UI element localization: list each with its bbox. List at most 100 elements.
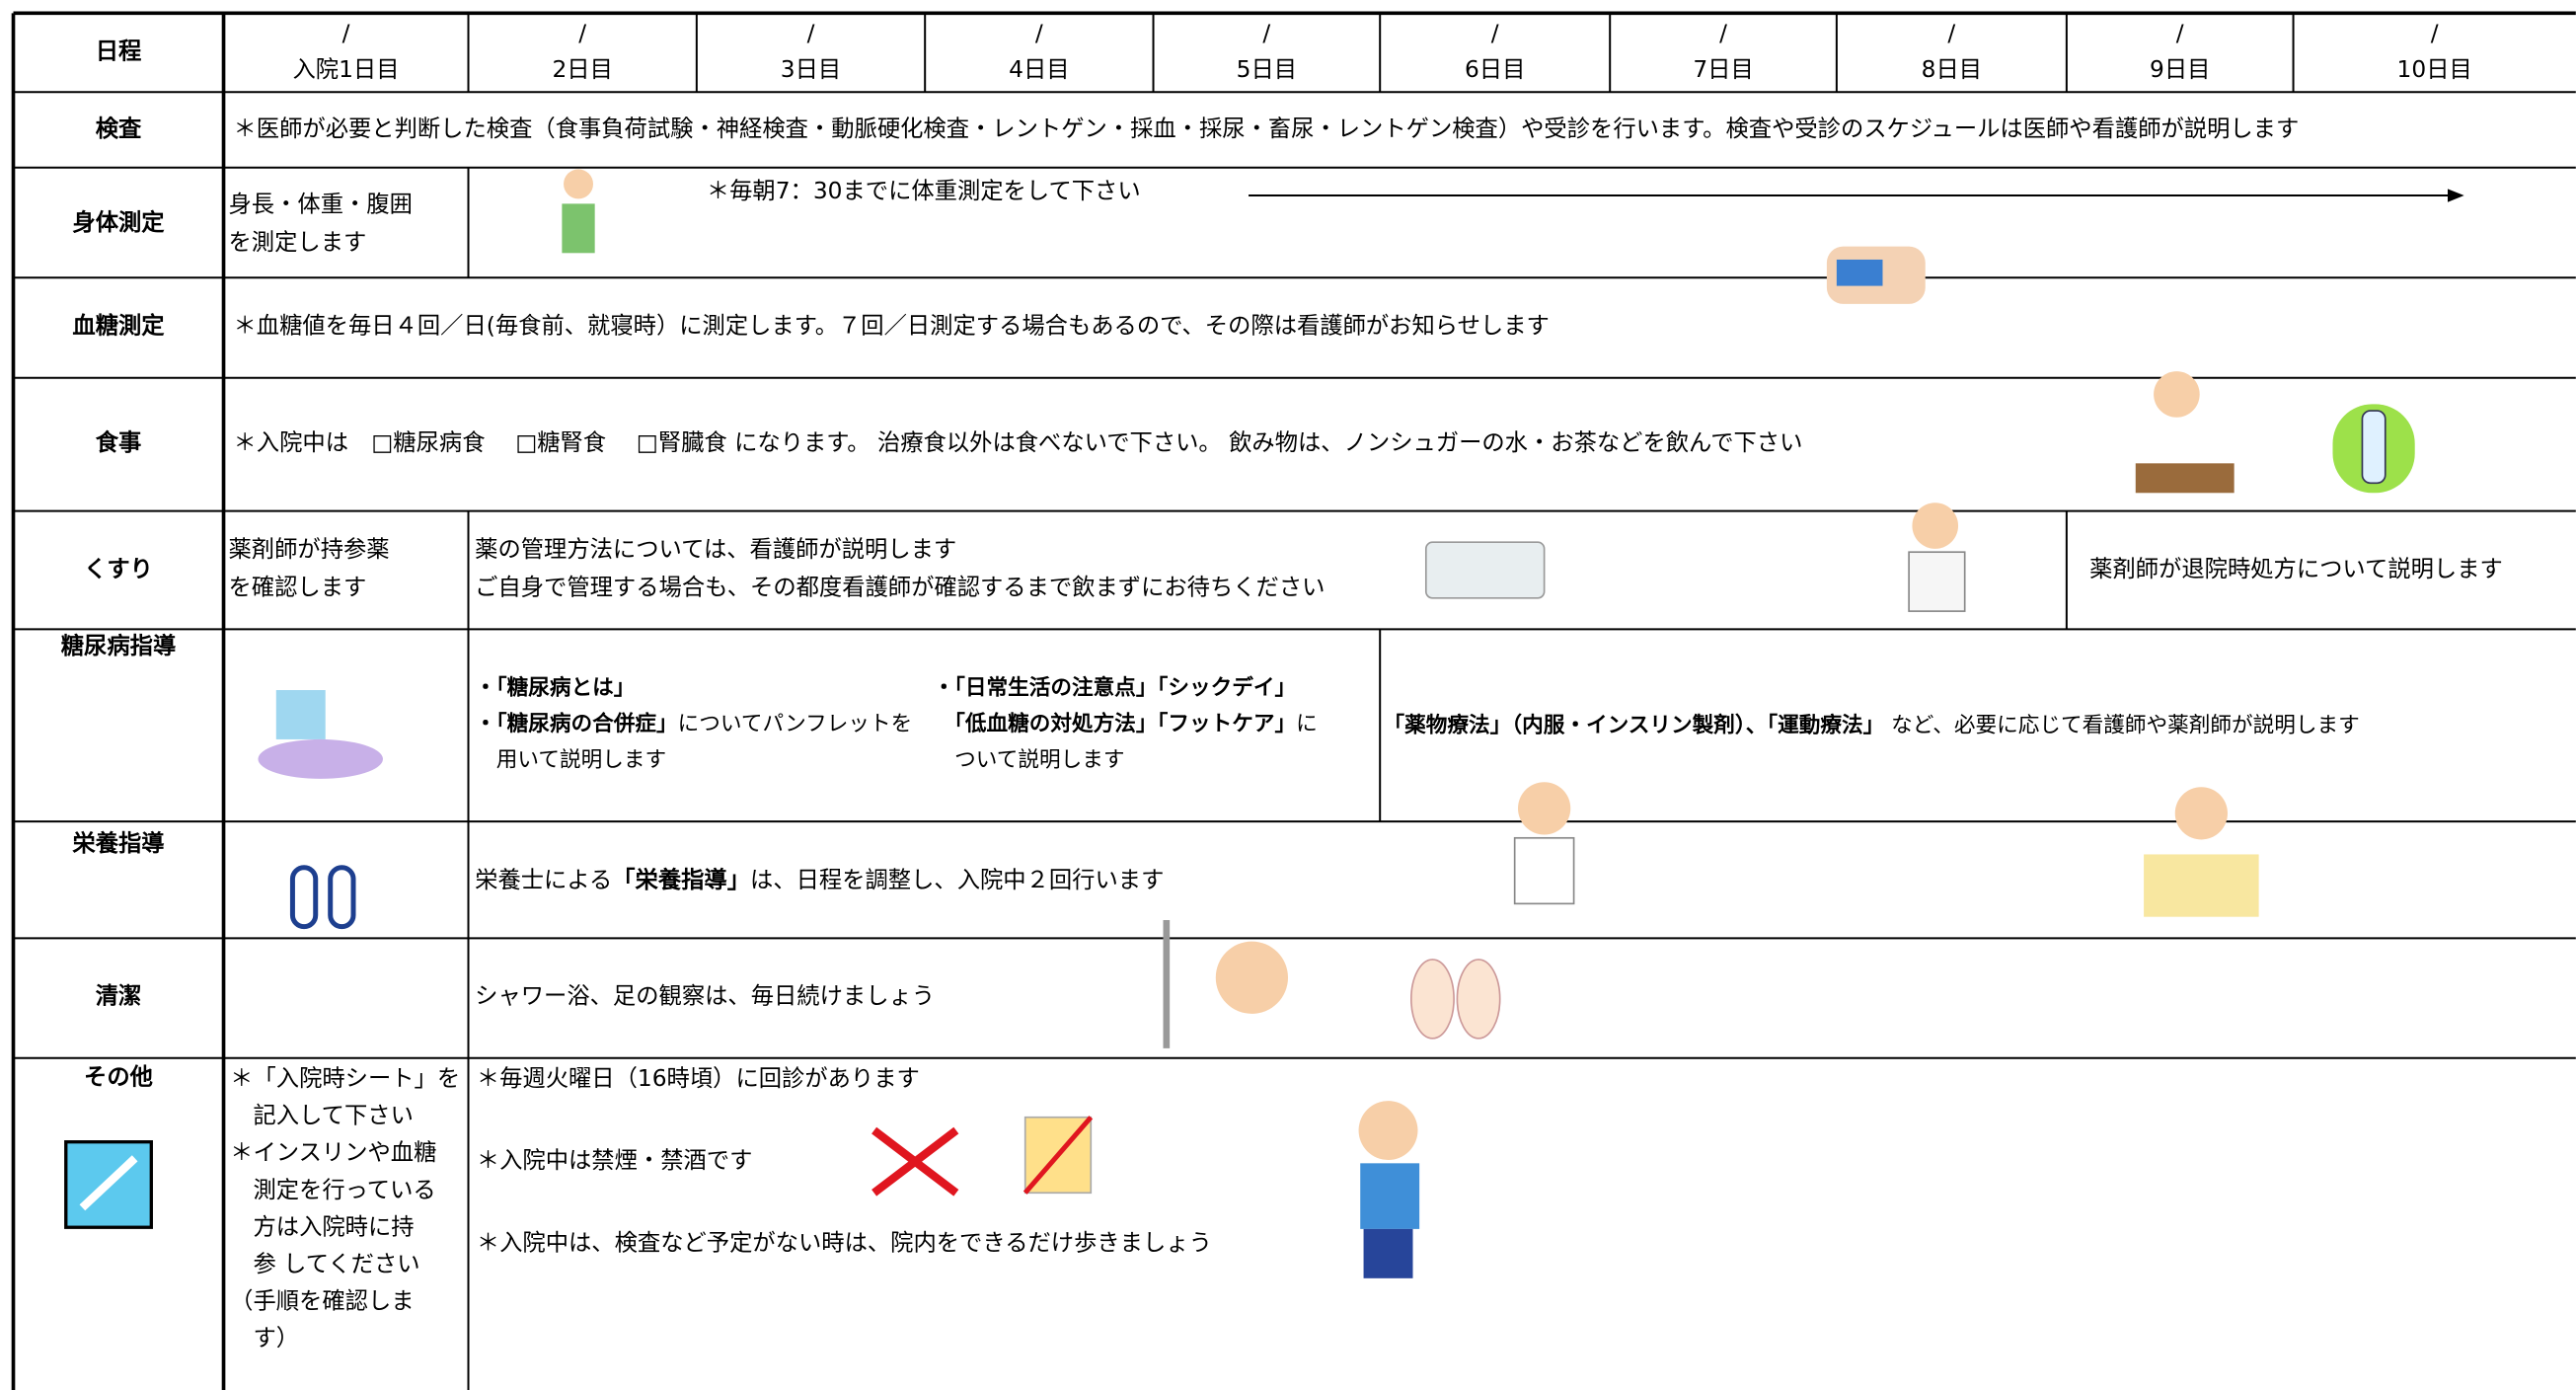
row-label: 血糖測定 bbox=[72, 312, 165, 340]
illustration bbox=[289, 865, 319, 930]
illustration bbox=[275, 690, 326, 739]
cell-text: 参 してください bbox=[230, 1251, 419, 1277]
day-label: 6日目 bbox=[1465, 56, 1525, 83]
text: 用いて説明します bbox=[475, 748, 666, 773]
illustration bbox=[1513, 836, 1575, 905]
illustration bbox=[1360, 1163, 1420, 1229]
day-date: / bbox=[1719, 20, 1727, 46]
illustration bbox=[1912, 502, 1959, 549]
cell-text: 「低血糖の対処方法」「フットケア」に bbox=[934, 711, 1318, 736]
illustration bbox=[1363, 1228, 1413, 1278]
illustration bbox=[1518, 782, 1571, 835]
illustration bbox=[258, 738, 383, 779]
text: 栄養士による bbox=[475, 867, 612, 893]
cell-text: す） bbox=[230, 1325, 299, 1351]
day-date: / bbox=[2176, 20, 2184, 46]
day-date: / bbox=[2431, 20, 2439, 46]
text: に bbox=[1296, 712, 1318, 736]
header: 日程 / 入院1日目 / 2日目 / 3日目 / 4日目 / 5日目 / 6日目 / 7日目 / 8日目 / 9日… bbox=[96, 20, 2472, 83]
day-label: 9日目 bbox=[2150, 56, 2210, 83]
day-label: 8日目 bbox=[1922, 56, 1982, 83]
illustration bbox=[2135, 463, 2235, 494]
cell-text: （手順を確認しま bbox=[230, 1288, 414, 1315]
illustration bbox=[564, 169, 593, 199]
illustration bbox=[79, 1155, 138, 1211]
cell-text: シャワー浴、足の観察は、毎日続けましょう bbox=[475, 983, 935, 1010]
text: は、日程を調整し、入院中２回行います bbox=[750, 867, 1164, 893]
illustration bbox=[1908, 551, 1966, 612]
bold-text: 「低血糖の対処方法」「フットケア」 bbox=[934, 711, 1297, 736]
day-label: 3日目 bbox=[781, 56, 841, 83]
cell-text: ＊入院中は □糖尿病食 □糖腎食 □腎臓食 になります。 治療食以外は食べないで… bbox=[234, 429, 1803, 456]
day-date: / bbox=[1947, 20, 1955, 46]
cell-text: ＊医師が必要と判断した検査（食事負荷試験・神経検査・動脈硬化検査・レントゲン・採… bbox=[234, 116, 2300, 142]
cell-text: ついて説明します bbox=[934, 748, 1125, 773]
illustration bbox=[328, 865, 356, 930]
bold-text: ・「糖尿病とは」 bbox=[475, 674, 635, 700]
cell-text: 用いて説明します bbox=[475, 748, 666, 773]
day-date: / bbox=[578, 20, 586, 46]
text: など、必要に応じて看護師や薬剤師が説明します bbox=[1884, 714, 2360, 738]
other-text: ＊「入院時シート」を 記入して下さい ＊インスリンや血糖 測定を行っている 方は入… bbox=[230, 1065, 1212, 1351]
bold-text: ・「日常生活の注意点」「シックデイ」 bbox=[934, 674, 1297, 700]
row-label: 身体測定 bbox=[72, 208, 165, 236]
row-label: 食事 bbox=[96, 428, 142, 456]
day-label: 2日目 bbox=[552, 56, 612, 83]
illustration bbox=[1023, 1116, 1094, 1195]
cell-text: 「薬物療法」（内服・インスリン製剤）、「運動療法」 など、必要に応じて看護師や薬… bbox=[1384, 713, 2360, 738]
cell-text: ＊血糖値を毎日４回／日(毎食前、就寝時）に測定します。７回／日測定する場合もある… bbox=[234, 313, 1550, 340]
cell-text: 栄養士による「栄養指導」は、日程を調整し、入院中２回行います bbox=[475, 866, 1164, 893]
day-date: / bbox=[342, 20, 350, 46]
cell-text: 薬剤師が持参薬 bbox=[229, 536, 390, 563]
illustration bbox=[2174, 787, 2228, 840]
cell-text: ・「糖尿病とは」 bbox=[475, 674, 635, 700]
illustration bbox=[2144, 854, 2259, 917]
cell-text: ＊「入院時シート」を bbox=[230, 1065, 460, 1092]
diabetes-text: ・「糖尿病とは」・「糖尿病の合併症」についてパンフレットを 用いて説明します・「… bbox=[475, 674, 1318, 772]
arrow-head bbox=[2447, 189, 2464, 202]
cell-text: ＊毎朝7：30までに体重測定をして下さい bbox=[707, 178, 1141, 204]
cell-text: 身長・体重・腹囲 bbox=[229, 192, 413, 218]
bold-text: ・「糖尿病の合併症」 bbox=[475, 711, 677, 736]
day-label: 7日目 bbox=[1693, 56, 1753, 83]
cell-text: ＊入院中は、検査など予定がない時は、院内をできるだけ歩きましょう bbox=[477, 1229, 1212, 1256]
illustration bbox=[562, 203, 595, 254]
cell-text: ＊インスリンや血糖 bbox=[230, 1139, 436, 1166]
illustration bbox=[1456, 959, 1501, 1040]
text: についてパンフレットを bbox=[678, 712, 913, 736]
text: ついて説明します bbox=[934, 748, 1125, 773]
day-label: 4日目 bbox=[1009, 56, 1069, 83]
cell-text: ・「日常生活の注意点」「シックデイ」 bbox=[934, 674, 1297, 700]
cell-text: ＊入院中は禁煙・禁酒です bbox=[477, 1147, 753, 1174]
illustration bbox=[1836, 259, 1883, 286]
day-date: / bbox=[1491, 20, 1499, 46]
illustration bbox=[871, 1126, 959, 1197]
illustration bbox=[1358, 1101, 1418, 1160]
cell-text: 薬の管理方法については、看護師が説明します bbox=[475, 536, 956, 563]
days: / 入院1日目 / 2日目 / 3日目 / 4日目 / 5日目 / 6日目 / 7日目 / 8日目 / 9日目 / 1… bbox=[293, 20, 2472, 83]
cell-text: 方は入院時に持 bbox=[230, 1213, 414, 1240]
illustration bbox=[2154, 371, 2200, 418]
row-label: 栄養指導 bbox=[71, 829, 164, 857]
day-date: / bbox=[1035, 20, 1043, 46]
bold-text: 「薬物療法」（内服・インスリン製剤）、「運動療法」 bbox=[1384, 713, 1885, 738]
illustration bbox=[1424, 541, 1546, 599]
row-label: 清潔 bbox=[96, 983, 142, 1010]
row-label: くすり bbox=[84, 556, 153, 582]
row-label: その他 bbox=[84, 1063, 153, 1090]
cell-text: ・「糖尿病の合併症」についてパンフレットを bbox=[475, 711, 912, 736]
cell-text: を測定します bbox=[229, 229, 367, 256]
illustrations bbox=[64, 169, 2415, 1278]
illustration bbox=[2361, 410, 2387, 485]
day-label: 5日目 bbox=[1237, 56, 1297, 83]
bold-text: 「栄養指導」 bbox=[612, 866, 750, 893]
cell-text: を確認します bbox=[229, 574, 367, 600]
cell-text: ご自身で管理する場合も、その都度看護師が確認するまで飲まずにお待ちください bbox=[475, 574, 1325, 600]
grid bbox=[11, 11, 2576, 1390]
day-date: / bbox=[807, 20, 815, 46]
cell-text: 薬剤師が退院時処方について説明します bbox=[2089, 556, 2503, 582]
row-label: 日程 bbox=[96, 39, 142, 65]
cell-text: 測定を行っている bbox=[230, 1177, 436, 1203]
row-label: 検査 bbox=[96, 116, 142, 142]
